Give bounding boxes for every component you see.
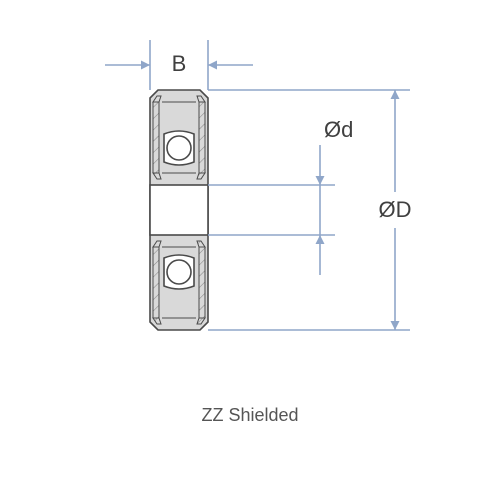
label-bore-diameter: Ød	[324, 117, 353, 142]
label-width: B	[172, 51, 187, 76]
diagram-canvas: B ØD Ød ZZ Shielded	[0, 0, 500, 500]
label-outer-diameter: ØD	[379, 197, 412, 222]
bearing-cross-section-svg: B ØD Ød	[0, 0, 500, 440]
caption: ZZ Shielded	[0, 405, 500, 426]
